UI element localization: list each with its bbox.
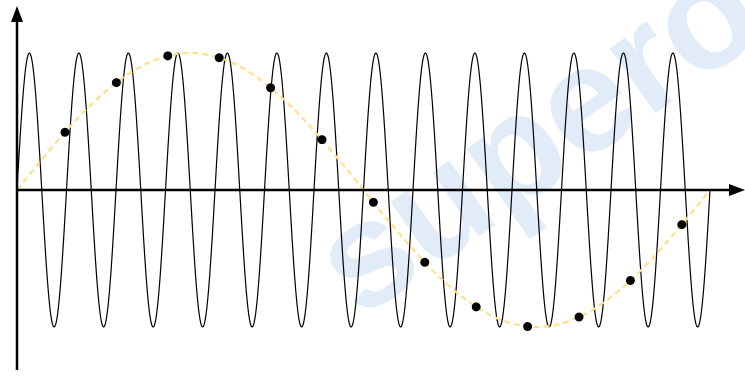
- sample-point: [523, 322, 533, 332]
- axes: [11, 6, 745, 370]
- sample-point: [677, 220, 687, 230]
- sample-point: [214, 53, 224, 63]
- sample-point: [60, 127, 70, 137]
- sample-point: [574, 312, 584, 322]
- sample-point: [471, 302, 481, 312]
- sample-point: [163, 51, 173, 61]
- sample-point: [317, 135, 327, 145]
- sample-point: [368, 197, 378, 207]
- y-axis-arrowhead: [11, 6, 23, 22]
- sample-points: [60, 51, 687, 332]
- sample-point: [625, 275, 635, 285]
- sample-point: [266, 83, 276, 93]
- sample-point: [111, 78, 121, 88]
- sample-point: [420, 257, 430, 267]
- x-axis-arrowhead: [729, 184, 745, 196]
